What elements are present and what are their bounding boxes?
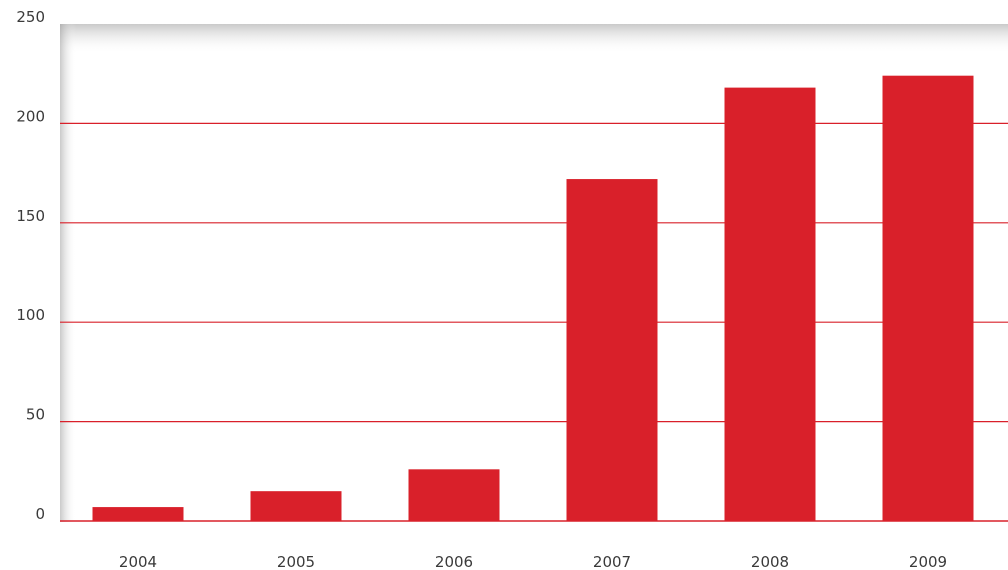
bar [724, 87, 816, 521]
x-tick-label: 2008 [751, 553, 789, 570]
y-tick-label: 50 [26, 406, 45, 424]
y-axis-ticks: 0 50 100 150 200 250 [16, 8, 45, 523]
y-tick-label: 150 [16, 207, 45, 225]
bar [408, 469, 500, 521]
y-tick-label: 250 [16, 8, 45, 26]
bar [882, 75, 974, 522]
x-tick-label: 2009 [909, 553, 947, 570]
y-tick-label: 200 [16, 107, 45, 125]
x-tick-label: 2006 [435, 553, 473, 570]
x-tick-label: 2005 [277, 553, 315, 570]
plot-shadow-top [60, 24, 1008, 54]
bar [250, 491, 342, 521]
bar [566, 179, 658, 521]
x-axis-ticks: 2004 2005 2006 2007 2008 2009 [119, 553, 947, 570]
y-tick-label: 100 [16, 306, 45, 324]
plot-shadow-left [60, 24, 76, 522]
x-tick-label: 2007 [593, 553, 631, 570]
plot-frame-shadow [60, 24, 1008, 522]
y-tick-label: 0 [35, 505, 45, 523]
bars [92, 75, 974, 522]
bar [92, 507, 184, 521]
x-tick-label: 2004 [119, 553, 157, 570]
gridlines [60, 122, 1008, 522]
